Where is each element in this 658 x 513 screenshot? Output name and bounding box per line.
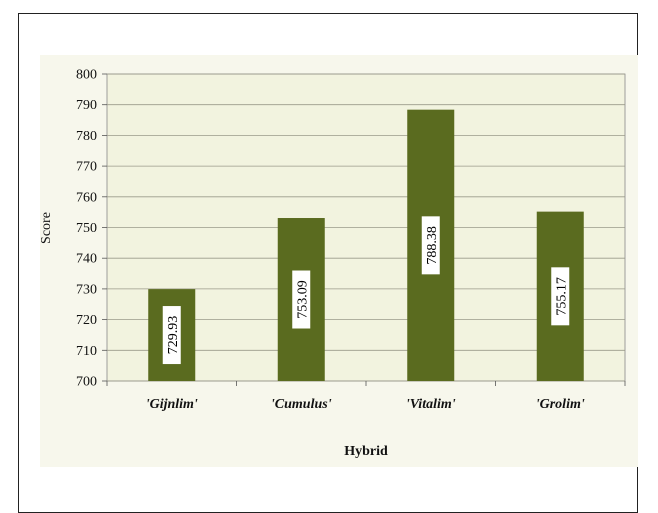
x-tick-label: 'Cumulus'	[271, 397, 332, 412]
y-tick-label: 730	[76, 282, 97, 297]
x-tick-label: 'Vitalim'	[406, 397, 456, 412]
data-label: 753.09	[295, 280, 310, 319]
y-tick-label: 800	[76, 68, 97, 83]
bars: 729.93 753.09 788.38 755.17	[148, 109, 584, 381]
x-axis-ticks: 'Gijnlim' 'Cumulus' 'Vitalim' 'Grolim'	[106, 381, 626, 412]
x-tick-label: 'Gijnlim'	[146, 397, 198, 412]
x-tick-label: 'Grolim'	[536, 397, 585, 412]
x-axis-label: Hybrid	[344, 444, 388, 459]
y-tick-label: 770	[76, 160, 97, 175]
data-label-box	[292, 270, 311, 329]
data-label-box	[421, 216, 440, 275]
y-tick-label: 750	[76, 221, 97, 236]
data-label-box	[551, 267, 570, 326]
data-label-box	[162, 306, 181, 365]
y-tick-label: 780	[76, 129, 97, 144]
y-tick-label: 760	[76, 190, 97, 205]
data-label: 729.93	[166, 316, 181, 355]
y-axis-ticks: 700 710 720 730 740 750 760 770 780 790 800	[76, 68, 107, 390]
y-tick-label: 710	[76, 344, 97, 359]
y-tick-label: 700	[76, 375, 97, 390]
data-label: 755.17	[554, 277, 569, 316]
y-tick-label: 720	[76, 313, 97, 328]
data-label: 788.38	[425, 226, 440, 265]
y-axis-label: Score	[39, 212, 54, 244]
y-tick-label: 790	[76, 98, 97, 113]
y-tick-label: 740	[76, 252, 97, 267]
